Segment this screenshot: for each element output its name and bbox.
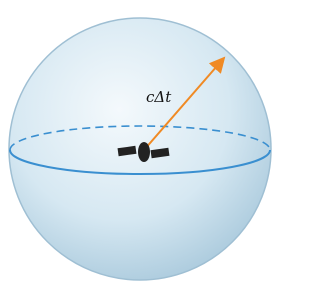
arrow-label: cΔt — [146, 88, 172, 106]
diagram: cΔt — [0, 0, 277, 287]
page: {"arrow_label": "cΔt"} cΔt (() => { cons… — [0, 0, 320, 287]
